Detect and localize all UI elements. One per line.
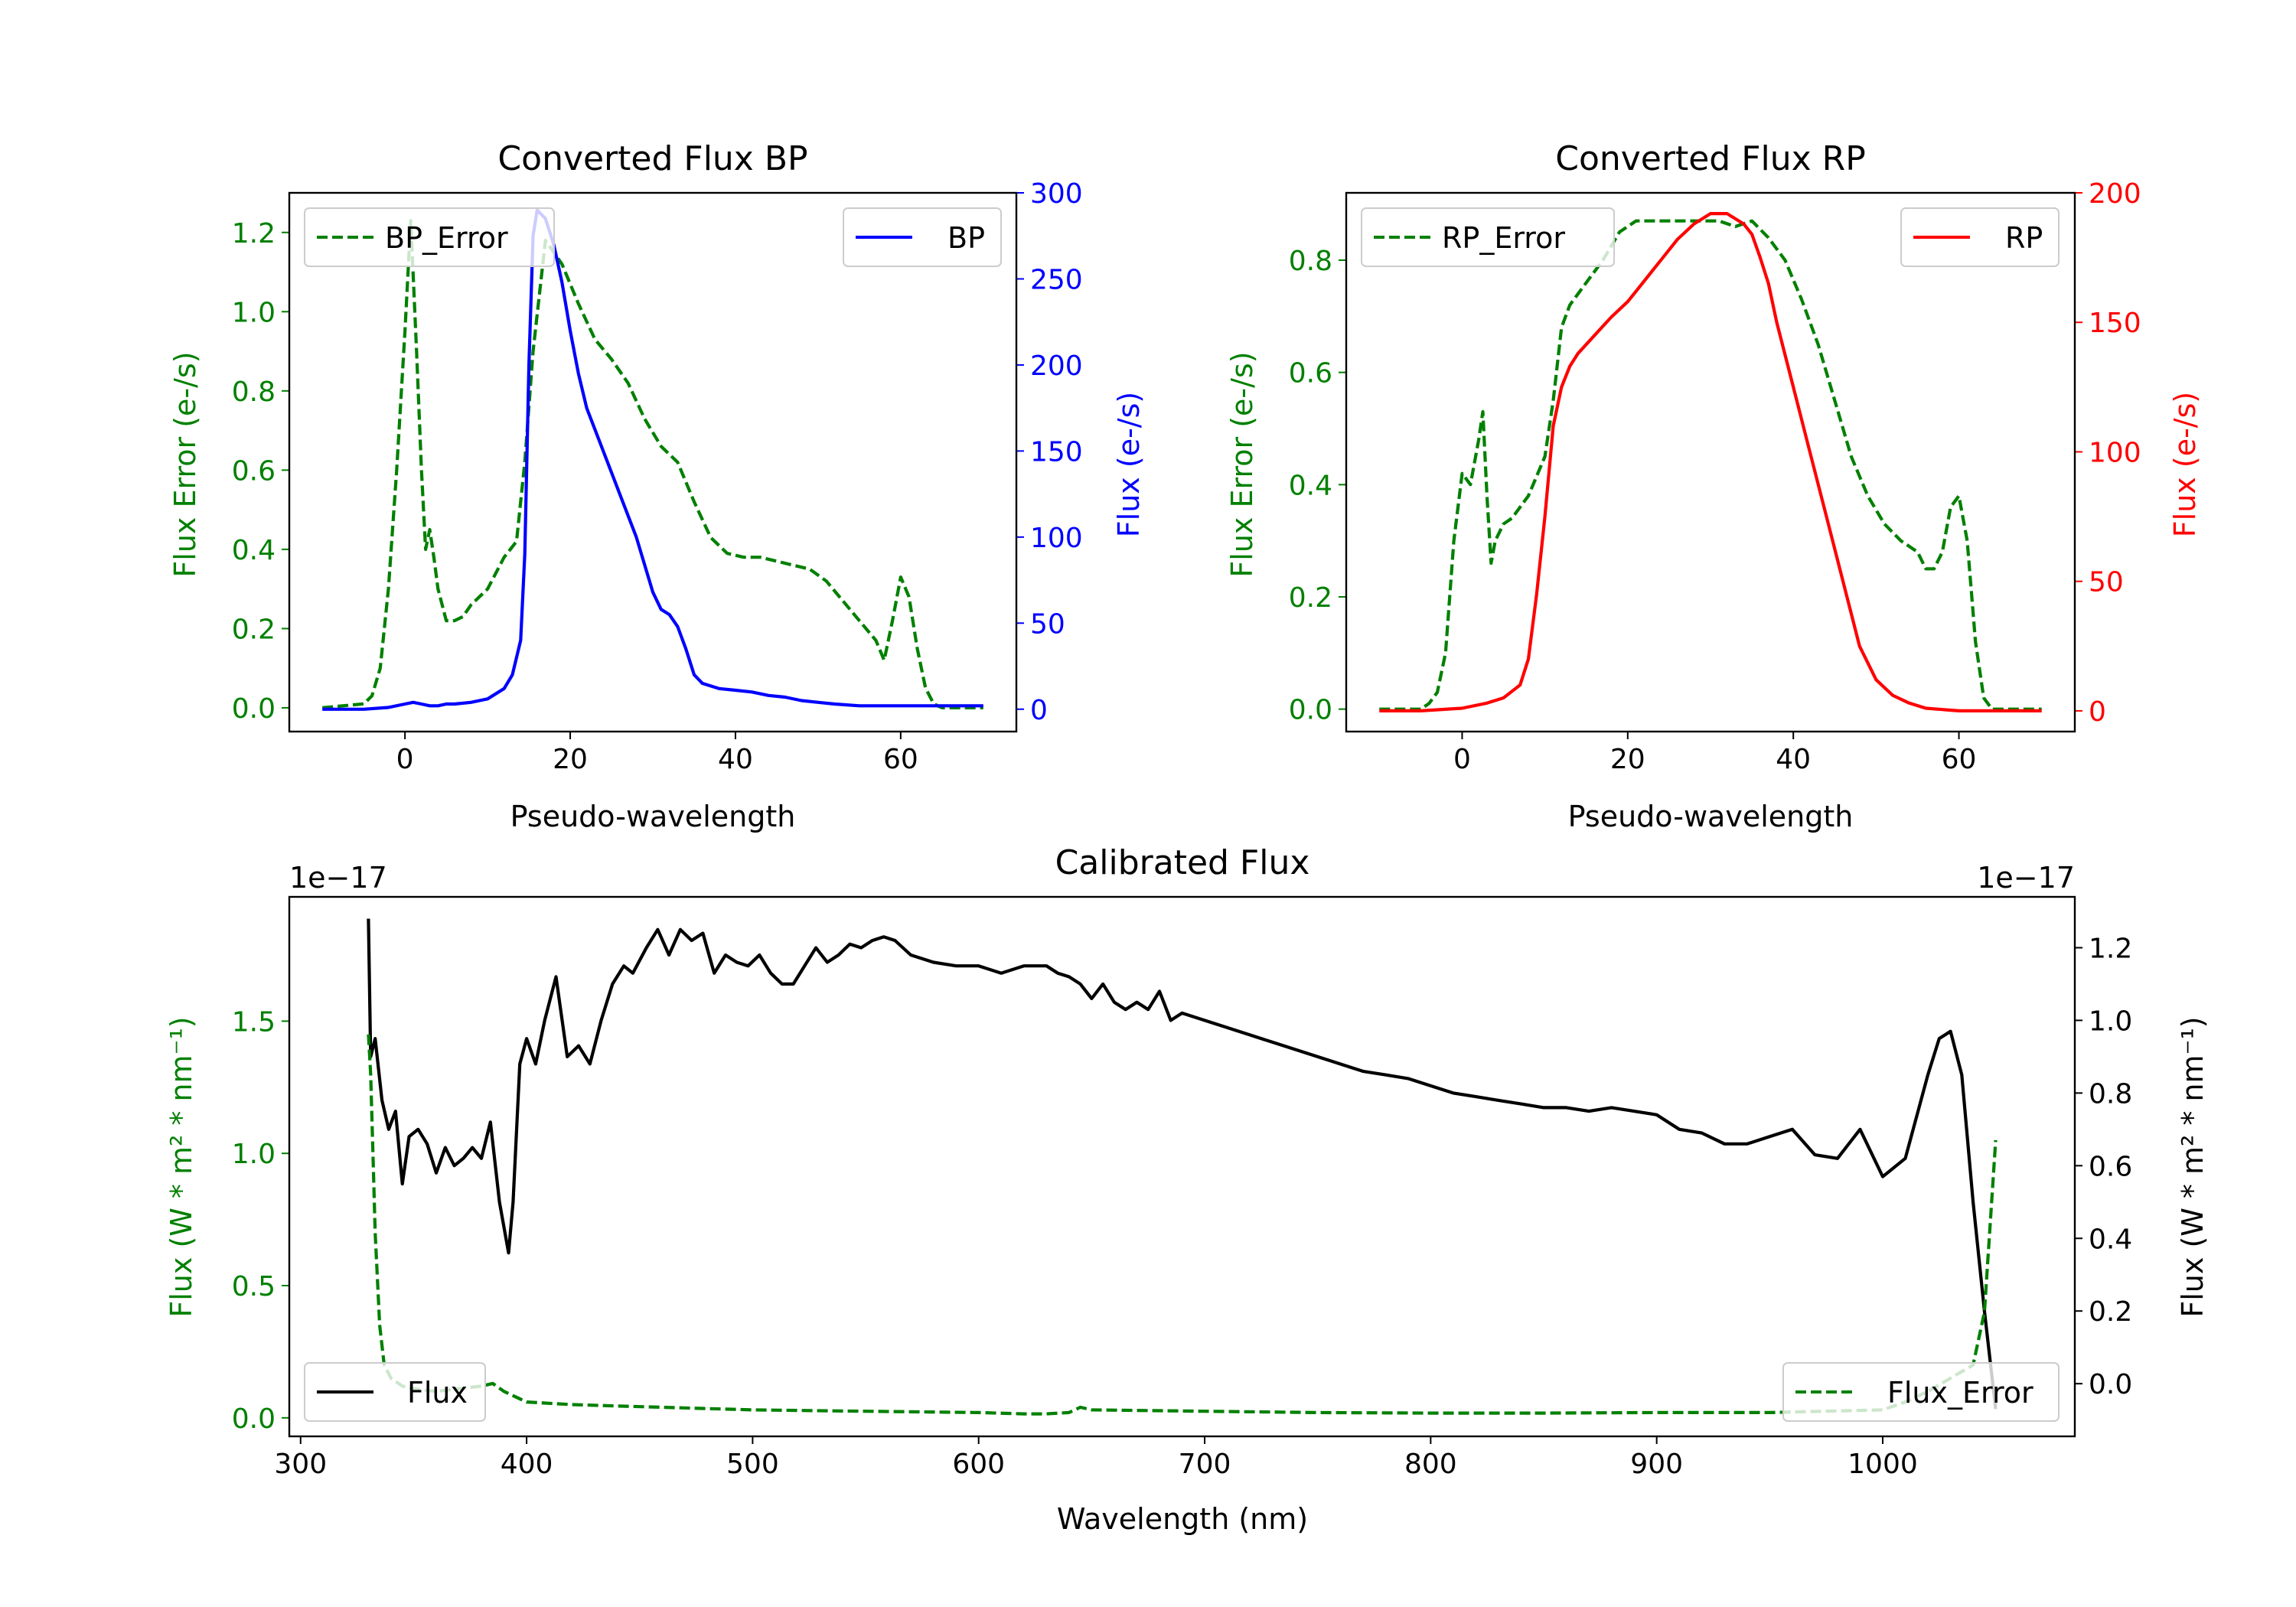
bp-ytick-label: 0.2 [232, 614, 276, 645]
rp-title: Converted Flux RP [1555, 139, 1866, 178]
cal-ytick-right-label: 1.0 [2089, 1006, 2132, 1037]
bp-xtick-label: 60 [883, 744, 918, 775]
bp-legend-error-label: BP_Error [385, 221, 508, 255]
bp-ytick-right-label: 0 [1030, 695, 1048, 726]
rp-ytick-right-label: 100 [2089, 437, 2141, 468]
rp-ytick-label: 0.6 [1289, 358, 1332, 390]
bp-ytick-right-label: 300 [1030, 178, 1083, 210]
rp-legend-error-label: RP_Error [1442, 221, 1565, 255]
cal-xtick-label: 400 [501, 1449, 553, 1480]
cal-ytick-label: 0.5 [232, 1271, 276, 1302]
cal-xtick-label: 700 [1179, 1449, 1231, 1480]
bp-ytick-right-label: 100 [1030, 523, 1083, 554]
bp-xtick-label: 40 [718, 744, 753, 775]
rp-axes-frame [1345, 191, 2076, 733]
rp-series-rp-error [1379, 219, 2042, 711]
bp-xtick-label: 0 [396, 744, 414, 775]
rp-ylabel-right: Flux (e-/s) [2168, 392, 2202, 537]
bp-ytick-label: 0.0 [232, 693, 276, 725]
bp-ytick-label: 1.2 [232, 218, 276, 249]
bp-series-bp [322, 208, 983, 711]
cal-xtick-label: 1000 [1848, 1449, 1918, 1480]
rp-xlabel: Pseudo-wavelength [1568, 800, 1854, 833]
cal-xlabel: Wavelength (nm) [1057, 1502, 1308, 1536]
rp-ylabel: Flux Error (e-/s) [1225, 351, 1259, 577]
cal-offset-left: 1e−17 [289, 861, 387, 895]
cal-ytick-right-label: 0.6 [2089, 1151, 2132, 1182]
cal-xtick-label: 500 [726, 1449, 779, 1480]
bp-ytick-right-label: 250 [1030, 264, 1083, 295]
rp-legend-flux: RP [1900, 207, 2060, 267]
rp-ytick-label: 0.2 [1289, 582, 1332, 614]
bp-ytick-right-label: 150 [1030, 436, 1083, 468]
rp-xtick-label: 0 [1453, 744, 1471, 775]
bp-xlabel: Pseudo-wavelength [510, 800, 796, 833]
cal-ytick-label: 0.0 [232, 1403, 276, 1435]
cal-ytick-label: 1.5 [232, 1006, 276, 1038]
cal-ylabel-right: Flux (W * m² * nm⁻¹) [2176, 1016, 2210, 1317]
cal-legend-error-label: Flux_Error [1887, 1376, 2033, 1410]
cal-ytick-label: 1.0 [232, 1139, 276, 1170]
cal-ytick-right-label: 0.8 [2089, 1078, 2132, 1110]
rp-xtick-label: 60 [1942, 744, 1977, 775]
cal-series-flux [367, 918, 1998, 1410]
cal-ytick-right-label: 0.4 [2089, 1224, 2132, 1255]
rp-ytick-label: 0.0 [1289, 695, 1332, 726]
rp-ytick-right-label: 0 [2089, 696, 2106, 728]
cal-ytick-right-label: 0.0 [2089, 1369, 2132, 1400]
rp-legend-error: RP_Error [1361, 207, 1615, 267]
rp-ytick-right-label: 200 [2089, 178, 2141, 210]
rp-legend-flux-label: RP [2005, 221, 2043, 255]
cal-ytick-right-label: 1.2 [2089, 933, 2132, 964]
cal-xtick-label: 800 [1404, 1449, 1457, 1480]
cal-legend-flux-label: Flux [407, 1376, 468, 1410]
rp-ytick-label: 0.8 [1289, 246, 1332, 277]
cal-xtick-label: 900 [1630, 1449, 1683, 1480]
bp-ylabel: Flux Error (e-/s) [168, 351, 202, 577]
cal-offset-right: 1e−17 [1977, 861, 2075, 895]
bp-xtick-label: 20 [553, 744, 588, 775]
rp-ytick-label: 0.4 [1289, 470, 1332, 501]
rp-xtick-label: 40 [1776, 744, 1811, 775]
bp-ytick-label: 0.4 [232, 535, 276, 566]
bp-ytick-right-label: 50 [1030, 608, 1065, 640]
cal-title: Calibrated Flux [1055, 843, 1310, 882]
bp-legend-flux: BP [843, 207, 1002, 267]
bp-ylabel-right: Flux (e-/s) [1112, 392, 1146, 537]
cal-ytick-right-label: 0.2 [2089, 1296, 2132, 1328]
bp-legend-error: BP_Error [304, 207, 555, 267]
rp-ytick-right-label: 150 [2089, 308, 2141, 339]
cal-xtick-label: 300 [274, 1449, 327, 1480]
bp-ytick-right-label: 200 [1030, 350, 1083, 382]
cal-ylabel: Flux (W * m² * nm⁻¹) [165, 1016, 198, 1317]
bp-ytick-label: 1.0 [232, 297, 276, 328]
cal-legend-flux: Flux [304, 1362, 486, 1422]
bp-ytick-label: 0.6 [232, 455, 276, 487]
bp-chart: Converted Flux BP Pseudo-wavelength Flux… [168, 139, 1146, 833]
cal-legend-error: Flux_Error [1782, 1362, 2060, 1422]
bp-legend-flux-label: BP [947, 221, 985, 255]
rp-chart: Converted Flux RP Pseudo-wavelength Flux… [1225, 139, 2202, 833]
bp-ytick-label: 0.8 [232, 376, 276, 408]
cal-axes-frame [288, 895, 2076, 1438]
rp-series-rp [1379, 212, 2042, 712]
bp-axes-frame [288, 191, 1018, 733]
rp-ytick-right-label: 50 [2089, 567, 2124, 598]
rp-xtick-label: 20 [1610, 744, 1645, 775]
bp-title: Converted Flux BP [497, 139, 807, 178]
calibrated-chart: Calibrated Flux 1e−17 1e−17 Wavelength (… [165, 843, 2210, 1536]
cal-xtick-label: 600 [952, 1449, 1005, 1480]
bp-series-bp-error [322, 219, 983, 709]
